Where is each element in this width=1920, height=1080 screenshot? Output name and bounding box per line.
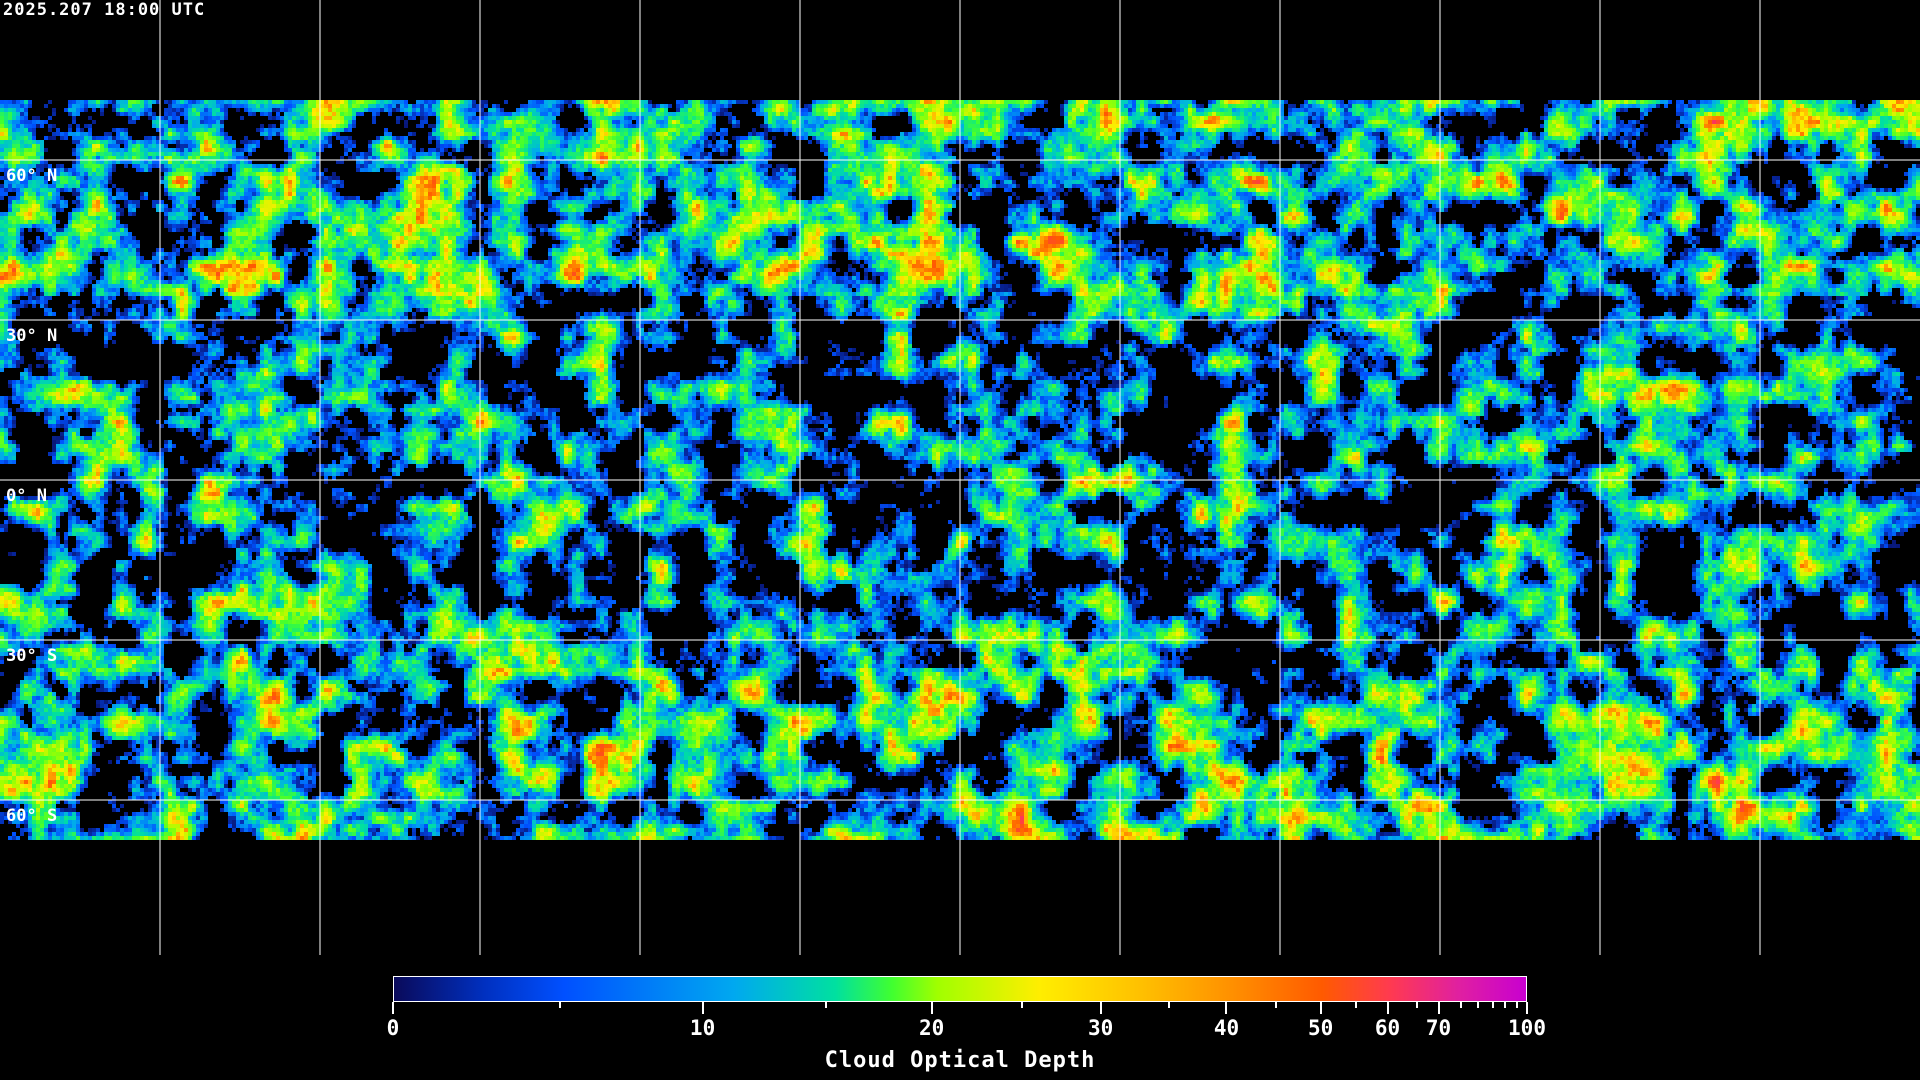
colorbar-tick-label: 40 bbox=[1213, 1016, 1240, 1040]
colorbar-minor-tick bbox=[1416, 1002, 1418, 1008]
colorbar-tick-label: 0 bbox=[386, 1016, 400, 1040]
colorbar-tick-label: 10 bbox=[689, 1016, 716, 1040]
colorbar-minor-tick bbox=[558, 1002, 561, 1008]
colorbar-tick-label: 30 bbox=[1087, 1016, 1114, 1040]
colorbar-minor-tick bbox=[825, 1002, 828, 1008]
lat-label-30n: 30° N bbox=[6, 326, 58, 346]
colorbar-tick-label: 70 bbox=[1425, 1016, 1452, 1040]
colorbar-ticks: 0 10 20 30 40 50 60 70 100 bbox=[387, 1002, 1546, 1062]
colorbar-title: Cloud Optical Depth bbox=[824, 1048, 1096, 1073]
colorbar-major-tick bbox=[1225, 1002, 1228, 1014]
colorbar-major-tick bbox=[1386, 1002, 1389, 1014]
timestamp: 2025.207 18:00 UTC bbox=[3, 0, 206, 20]
colorbar-major-tick bbox=[1099, 1002, 1102, 1014]
colorbar-tick-label: 20 bbox=[918, 1016, 945, 1040]
colorbar-minor-tick bbox=[1354, 1002, 1357, 1008]
lat-label-60n: 60° N bbox=[6, 166, 58, 186]
colorbar-major-tick bbox=[1526, 1002, 1528, 1014]
lat-label-30s: 30° S bbox=[6, 646, 58, 666]
colorbar-tick-label: 60 bbox=[1374, 1016, 1401, 1040]
colorbar-minor-tick bbox=[1167, 1002, 1170, 1008]
colorbar-major-tick bbox=[930, 1002, 933, 1014]
lat-label-60s: 60° S bbox=[6, 806, 58, 826]
colorbar-minor-tick bbox=[1504, 1002, 1507, 1008]
colorbar-tick-label: 100 bbox=[1508, 1016, 1546, 1040]
colorbar-minor-tick bbox=[1460, 1002, 1463, 1008]
colorbar-minor-tick bbox=[1477, 1002, 1480, 1008]
colorbar-tick-label: 50 bbox=[1307, 1016, 1334, 1040]
lat-lon-grid bbox=[0, 0, 1920, 955]
colorbar-major-tick bbox=[392, 1002, 394, 1014]
colorbar-minor-tick bbox=[1275, 1002, 1278, 1008]
colorbar-minor-tick bbox=[1491, 1002, 1494, 1008]
colorbar-minor-tick bbox=[1021, 1002, 1024, 1008]
colorbar-major-tick bbox=[701, 1002, 704, 1014]
colorbar-major-tick bbox=[1319, 1002, 1322, 1014]
cloud-optical-depth-map: 2025.207 18:00 UTC 60° N 30° N 0° N 30° … bbox=[0, 0, 1920, 960]
colorbar bbox=[393, 976, 1527, 1002]
colorbar-minor-tick bbox=[1515, 1002, 1518, 1008]
colorbar-major-tick bbox=[1437, 1002, 1440, 1014]
lat-label-0n: 0° N bbox=[6, 486, 47, 506]
